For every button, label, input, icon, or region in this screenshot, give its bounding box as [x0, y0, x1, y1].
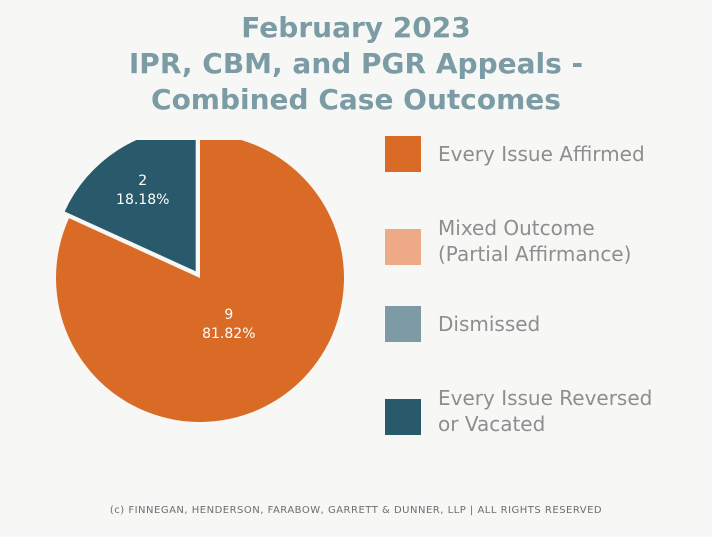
chart-title: February 2023 IPR, CBM, and PGR Appeals … — [0, 10, 712, 118]
legend-label-line: Dismissed — [438, 312, 541, 336]
pie-slice-every-issue-affirmed — [56, 140, 344, 422]
legend-label: Every Issue Affirmed — [438, 141, 645, 167]
legend-swatch — [385, 399, 421, 435]
slice-count-label: 9 — [224, 307, 233, 323]
legend-item: Every Issue Affirmed — [385, 136, 705, 186]
legend-label-line: Mixed Outcome — [438, 216, 595, 240]
slice-count-label: 2 — [138, 173, 147, 189]
legend-label-line: Every Issue Reversed — [438, 386, 653, 410]
chart-title-line-3: Combined Case Outcomes — [151, 83, 561, 116]
legend-label-line: (Partial Affirmance) — [438, 242, 632, 266]
slice-percent-label: 18.18% — [116, 192, 169, 208]
legend-swatch — [385, 306, 421, 342]
legend-item: Mixed Outcome (Partial Affirmance) — [385, 216, 705, 271]
chart-title-line-1: February 2023 — [241, 11, 471, 44]
legend-swatch — [385, 229, 421, 265]
legend-label: Mixed Outcome (Partial Affirmance) — [438, 215, 631, 267]
chart-title-line-2: IPR, CBM, and PGR Appeals - — [128, 47, 584, 80]
legend-item: Dismissed — [385, 306, 705, 356]
legend-item: Every Issue Reversed or Vacated — [385, 386, 705, 441]
pie-slice-every-issue-reversed-or-vacated — [64, 140, 196, 272]
legend-label-line: or Vacated — [438, 412, 546, 436]
slice-percent-label: 81.82% — [202, 326, 255, 342]
legend-label-line: Every Issue Affirmed — [438, 142, 645, 166]
legend-label: Every Issue Reversed or Vacated — [438, 385, 652, 437]
legend-label: Dismissed — [438, 311, 540, 337]
copyright-footer: (c) FINNEGAN, HENDERSON, FARABOW, GARRET… — [109, 505, 603, 516]
pie-chart: 9 81.82% 2 18.18% — [56, 140, 344, 422]
legend-swatch — [385, 136, 421, 172]
